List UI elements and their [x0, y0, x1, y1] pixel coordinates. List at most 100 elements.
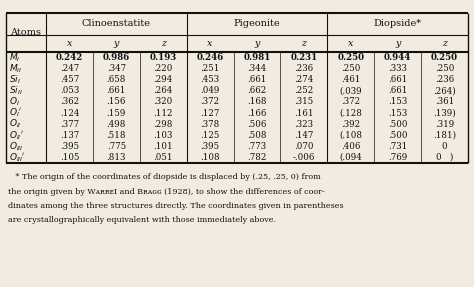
- Text: .347: .347: [107, 64, 126, 73]
- Text: .127: .127: [201, 108, 220, 118]
- Text: .406: .406: [341, 142, 360, 151]
- Text: y: y: [255, 39, 260, 48]
- Text: .518: .518: [107, 131, 126, 140]
- Text: 0.193: 0.193: [150, 53, 177, 62]
- Text: Clinoenstatite: Clinoenstatite: [82, 20, 151, 28]
- Text: .500: .500: [388, 120, 408, 129]
- Text: .498: .498: [107, 120, 126, 129]
- Text: 0.250: 0.250: [337, 53, 365, 62]
- Text: .247: .247: [60, 64, 79, 73]
- Text: dinates among the three structures directly. The coordinates given in parenthese: dinates among the three structures direc…: [8, 202, 344, 210]
- Text: x: x: [67, 39, 72, 48]
- Text: .181): .181): [433, 131, 456, 140]
- Text: .070: .070: [294, 142, 314, 151]
- Text: (.039: (.039: [339, 86, 362, 95]
- Text: -.006: -.006: [293, 153, 315, 162]
- Text: .319: .319: [435, 120, 454, 129]
- Text: .658: .658: [107, 75, 126, 84]
- Text: are crystallographically equivalent with those immediately above.: are crystallographically equivalent with…: [8, 216, 276, 224]
- Text: .101: .101: [154, 142, 173, 151]
- Text: .773: .773: [247, 142, 266, 151]
- Text: x: x: [208, 39, 213, 48]
- Text: z: z: [161, 39, 166, 48]
- Text: .298: .298: [154, 120, 173, 129]
- Text: .457: .457: [60, 75, 79, 84]
- Text: $M_{I}$: $M_{I}$: [9, 51, 20, 64]
- Text: .236: .236: [294, 64, 313, 73]
- Text: .112: .112: [154, 108, 173, 118]
- Text: .392: .392: [341, 120, 360, 129]
- Text: .250: .250: [341, 64, 360, 73]
- Text: .461: .461: [341, 75, 360, 84]
- Text: .236: .236: [435, 75, 454, 84]
- Text: .500: .500: [388, 131, 408, 140]
- Text: $Si_{I}$: $Si_{I}$: [9, 73, 21, 86]
- Text: .508: .508: [247, 131, 267, 140]
- Text: $O_{III}$: $O_{III}$: [9, 140, 24, 153]
- Text: .124: .124: [60, 108, 79, 118]
- Text: .661: .661: [388, 75, 407, 84]
- Text: * The origin of the coordinates of diopside is displaced by (.25, .25, 0) from: * The origin of the coordinates of diops…: [8, 173, 321, 181]
- Text: .661: .661: [388, 86, 407, 95]
- Text: .378: .378: [201, 120, 220, 129]
- Text: Diopside*: Diopside*: [374, 20, 422, 28]
- Text: .251: .251: [201, 64, 220, 73]
- Text: 0: 0: [442, 142, 447, 151]
- Text: .139): .139): [433, 108, 456, 118]
- Text: .159: .159: [107, 108, 126, 118]
- Text: .147: .147: [294, 131, 314, 140]
- Text: .333: .333: [388, 64, 407, 73]
- Text: .250: .250: [435, 64, 454, 73]
- Text: $O_{II}$: $O_{II}$: [9, 118, 22, 130]
- Text: .775: .775: [107, 142, 126, 151]
- Text: .161: .161: [294, 108, 314, 118]
- Text: .661: .661: [247, 75, 267, 84]
- Text: .661: .661: [107, 86, 126, 95]
- Text: (.108: (.108: [339, 131, 362, 140]
- Text: .506: .506: [247, 120, 267, 129]
- Text: .125: .125: [201, 131, 220, 140]
- Text: .377: .377: [60, 120, 79, 129]
- Text: .731: .731: [388, 142, 407, 151]
- Text: .372: .372: [341, 98, 360, 106]
- Text: .153: .153: [388, 108, 407, 118]
- Text: .323: .323: [294, 120, 313, 129]
- Text: .153: .153: [388, 98, 407, 106]
- Text: 0.246: 0.246: [197, 53, 224, 62]
- Text: .813: .813: [107, 153, 126, 162]
- Text: z: z: [442, 39, 447, 48]
- Text: .137: .137: [60, 131, 79, 140]
- Text: $O_{III}$$'$: $O_{III}$$'$: [9, 151, 26, 164]
- Text: 0.250: 0.250: [431, 53, 458, 62]
- Text: .105: .105: [60, 153, 79, 162]
- Text: .168: .168: [247, 98, 267, 106]
- Text: .769: .769: [388, 153, 407, 162]
- Text: .049: .049: [201, 86, 220, 95]
- Text: .361: .361: [435, 98, 454, 106]
- Text: z: z: [301, 39, 306, 48]
- Text: $M_{II}$: $M_{II}$: [9, 62, 22, 75]
- Text: $O_{I}$$'$: $O_{I}$$'$: [9, 107, 22, 119]
- Text: .395: .395: [201, 142, 219, 151]
- Text: (.128: (.128: [339, 108, 362, 118]
- Text: .051: .051: [154, 153, 173, 162]
- Text: 0.981: 0.981: [243, 53, 271, 62]
- Text: 0   ): 0 ): [436, 153, 453, 162]
- Text: 0.986: 0.986: [103, 53, 130, 62]
- Text: .294: .294: [154, 75, 173, 84]
- Text: .166: .166: [247, 108, 267, 118]
- Text: .372: .372: [201, 98, 219, 106]
- Text: Atoms: Atoms: [10, 28, 42, 37]
- Text: 0.231: 0.231: [290, 53, 318, 62]
- Text: .053: .053: [60, 86, 79, 95]
- Text: 0.944: 0.944: [384, 53, 411, 62]
- Text: .344: .344: [247, 64, 266, 73]
- Text: the origin given by WᴀʀʀᴇӀ and Bʀᴀɢɢ (1928), to show the differences of coor-: the origin given by WᴀʀʀᴇӀ and Bʀᴀɢɢ (19…: [8, 187, 325, 195]
- Text: .395: .395: [60, 142, 79, 151]
- Text: (.094: (.094: [339, 153, 362, 162]
- Text: .103: .103: [154, 131, 173, 140]
- Text: 0.242: 0.242: [56, 53, 83, 62]
- Text: .274: .274: [294, 75, 313, 84]
- Text: .220: .220: [154, 64, 173, 73]
- Text: .108: .108: [201, 153, 220, 162]
